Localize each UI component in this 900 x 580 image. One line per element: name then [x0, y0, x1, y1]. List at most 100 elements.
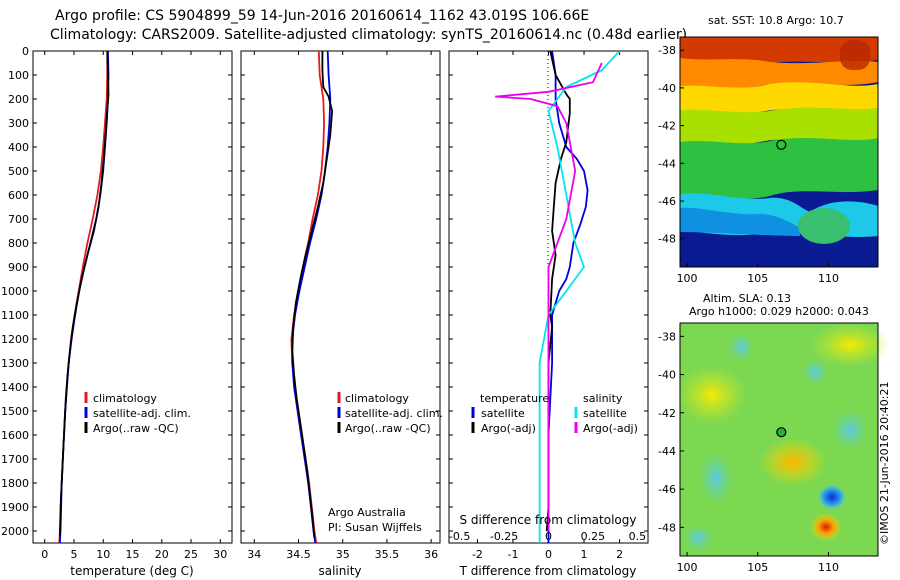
sla-map-axes: -38 -40 -42 -44 -46 -48 100 105 110	[658, 330, 839, 574]
legend-label-argo: Argo(..raw -QC)	[345, 422, 431, 435]
y-tick-label: 0	[22, 45, 29, 58]
map-y-tick-label: -42	[658, 407, 676, 420]
sst-band-blue	[680, 207, 800, 236]
legend-label-t-satellite: satellite	[481, 407, 525, 420]
x-tick-label: 2	[616, 548, 623, 561]
sla-cyan-patch	[698, 450, 734, 506]
sst-band-lightgreen	[680, 107, 878, 144]
series-argo-raw-qc	[59, 51, 110, 536]
x-tick-label: 35	[336, 548, 350, 561]
y-tick-label: 1300	[1, 357, 29, 370]
series-s-argo-adj	[495, 62, 603, 531]
legend-heading-temperature: temperature	[480, 392, 549, 405]
y-tick-label: 1800	[1, 477, 29, 490]
x-tick-label: 0	[545, 548, 552, 561]
legend-label-satellite: satellite-adj. clim.	[93, 407, 191, 420]
difference-axes: -2 -1 0 1 2-0.5 -0.25 0 0.25 0.5	[449, 50, 648, 561]
salinity-axes: 34 34.5 35 35.5 36	[241, 50, 440, 561]
argo-position-marker	[776, 427, 787, 438]
temperature-panel-frame	[32, 50, 233, 544]
salinity-xlabel: salinity	[318, 564, 361, 578]
temperature-xlabel: temperature (deg C)	[70, 564, 193, 578]
s-tick-label: -0.5	[449, 530, 470, 543]
y-tick-label: 200	[8, 93, 29, 106]
sla-yellow-patch	[677, 365, 747, 425]
x-tick-label: 35.5	[375, 548, 400, 561]
sst-band-orange	[680, 58, 878, 89]
map-x-tick-label: 100	[677, 272, 698, 285]
x-tick-label: 10	[96, 548, 110, 561]
sst-band-red	[680, 37, 878, 66]
y-tick-label: 1400	[1, 381, 29, 394]
salinity-legend: climatology satellite-adj. clim. Argo(..…	[337, 392, 443, 435]
x-tick-label: 34.5	[286, 548, 311, 561]
map-y-tick-label: -44	[658, 445, 676, 458]
y-tick-label: 1500	[1, 405, 29, 418]
t-difference-xlabel: T difference from climatology	[459, 564, 637, 578]
sla-cyan-patch	[682, 524, 714, 552]
x-tick-label: -2	[472, 548, 483, 561]
legend-label-s-satellite: satellite	[583, 407, 627, 420]
y-tick-label: 600	[8, 189, 29, 202]
legend-label-satellite: satellite-adj. clim.	[345, 407, 443, 420]
y-tick-label: 400	[8, 141, 29, 154]
sst-map-frame	[679, 36, 879, 268]
x-tick-label: 34	[247, 548, 261, 561]
sla-map-frame	[679, 322, 879, 557]
legend-label-climatology: climatology	[345, 392, 409, 405]
sst-map-axes: -38 -40 -42 -44 -46 -48 100 105 110	[658, 44, 839, 285]
x-tick-label: 20	[155, 548, 169, 561]
x-tick-label: 25	[184, 548, 198, 561]
y-tick-label: 900	[8, 261, 29, 274]
map-y-tick-label: -48	[658, 233, 676, 246]
salinity-panel-frame	[240, 50, 441, 544]
sla-orange-patch	[759, 438, 827, 486]
sla-cyan-patch	[801, 358, 829, 386]
map-y-tick-label: -38	[658, 330, 676, 343]
series-argo-raw-qc	[291, 51, 334, 539]
sst-warm-patch	[840, 40, 870, 70]
y-tick-label: 300	[8, 117, 29, 130]
sla-red-eddy	[810, 513, 842, 541]
sla-cyan-patch	[830, 408, 870, 452]
map-y-tick-label: -40	[658, 369, 676, 382]
y-tick-label: 2000	[1, 525, 29, 538]
y-tick-label: 1600	[1, 429, 29, 442]
y-tick-label: 1900	[1, 501, 29, 514]
header-title-line1: Argo profile: CS 5904899_59 14-Jun-2016 …	[55, 8, 590, 24]
y-tick-label: 1000	[1, 285, 29, 298]
map-y-tick-label: -38	[658, 44, 676, 57]
map-y-tick-label: -40	[658, 82, 676, 95]
sla-yellow-patch	[810, 323, 890, 367]
map-x-tick-label: 105	[747, 272, 768, 285]
sla-map-title-line2: Argo h1000: 0.029 h2000: 0.043	[689, 305, 869, 318]
x-tick-label: 36	[424, 548, 438, 561]
sla-cyan-patch	[727, 331, 755, 363]
timestamp-stamp: ©IMOS 21-Jun-2016 20:40:21	[878, 381, 891, 545]
series-s-satellite	[538, 51, 621, 543]
sla-map-title-line1: Altim. SLA: 0.13	[703, 292, 792, 305]
s-tick-label: 0.25	[581, 530, 606, 543]
map-y-tick-label: -42	[658, 120, 676, 133]
sla-blue-eddy	[816, 483, 848, 511]
y-tick-label: 1200	[1, 333, 29, 346]
map-y-tick-label: -44	[658, 157, 676, 170]
sla-map	[677, 322, 890, 557]
s-difference-xlabel: S difference from climatology	[460, 513, 637, 527]
x-tick-label: 1	[581, 548, 588, 561]
legend-label-argo: Argo(..raw -QC)	[93, 422, 179, 435]
temperature-legend: climatology satellite-adj. clim. Argo(..…	[84, 392, 191, 435]
legend-label-t-argo: Argo(-adj)	[481, 422, 536, 435]
map-x-tick-label: 105	[747, 561, 768, 574]
legend-heading-salinity: salinity	[583, 392, 623, 405]
y-tick-label: 700	[8, 213, 29, 226]
salinity-lines	[290, 51, 334, 543]
sst-eddy	[798, 208, 850, 244]
s-tick-label: 0.5	[629, 530, 647, 543]
x-tick-label: -1	[507, 548, 518, 561]
legend-label-s-argo: Argo(-adj)	[583, 422, 638, 435]
map-x-tick-label: 110	[818, 272, 839, 285]
x-tick-label: 5	[70, 548, 77, 561]
sst-map	[679, 36, 879, 268]
